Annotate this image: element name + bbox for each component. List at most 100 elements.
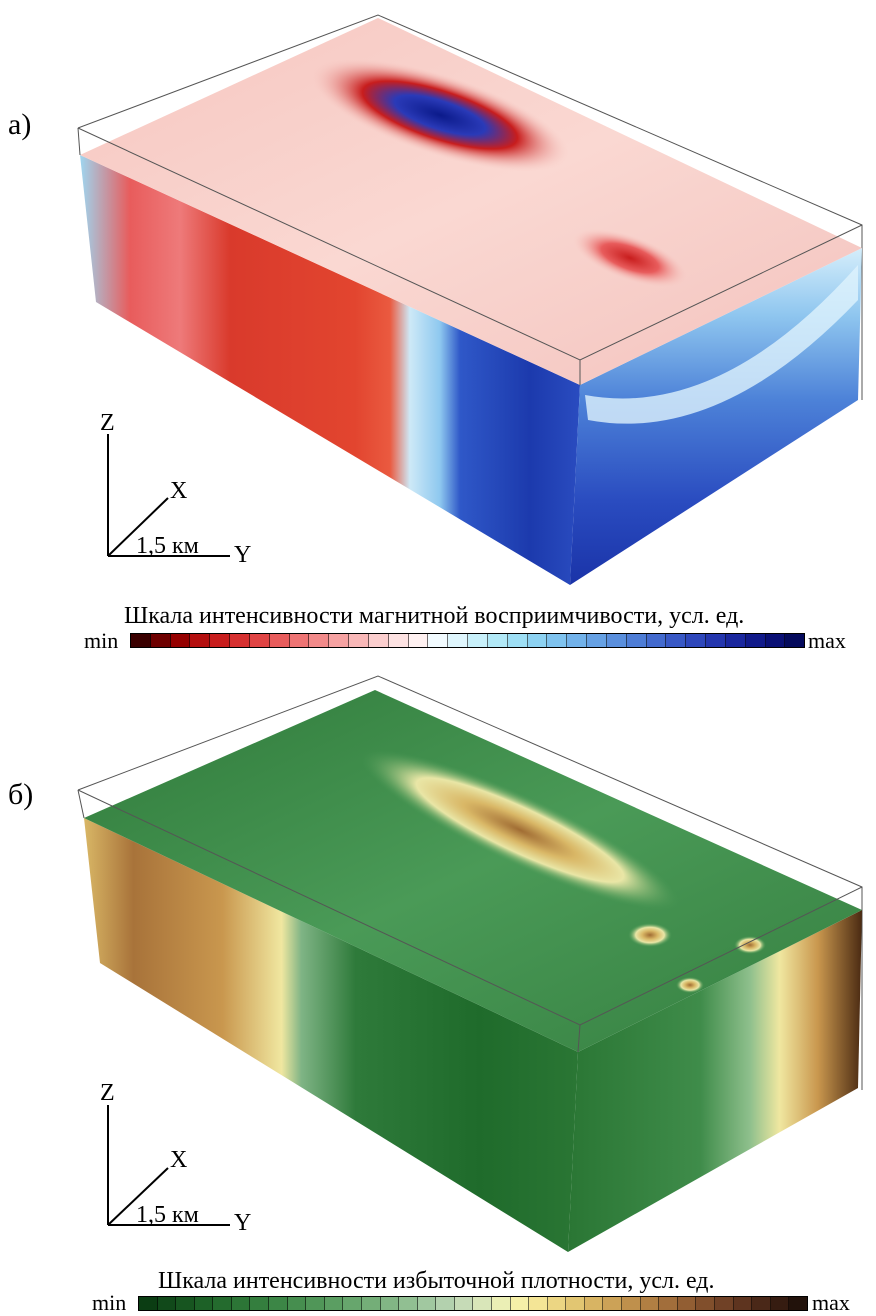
colorbar-cell-1	[150, 634, 171, 647]
magnetic-block-right-face-band	[585, 265, 858, 424]
colorbar-cell-18	[473, 1297, 492, 1310]
colorbar-cell-28	[686, 634, 707, 647]
colorbar-cell-17	[454, 1297, 474, 1310]
density-anomaly-small-2	[734, 936, 766, 954]
density-block-right-face	[568, 910, 862, 1252]
colorbar-cell-4	[213, 1297, 232, 1310]
colorbar-cell-8	[287, 1297, 307, 1310]
density-anomaly-small-3	[676, 977, 704, 993]
colorbar-cell-3	[194, 1297, 214, 1310]
colorbar-cell-12	[368, 634, 389, 647]
colorbar-cell-17	[468, 634, 488, 647]
axis-label-x: X	[170, 1147, 187, 1173]
colorbar-cell-25	[626, 634, 647, 647]
colorbar-cell-29	[677, 1297, 697, 1310]
colorbar-cell-30	[725, 634, 746, 647]
axis-label-x: X	[170, 478, 187, 504]
colorbar-cell-21	[547, 634, 568, 647]
density-anomaly-small-1	[628, 923, 672, 947]
colorbar-cell-6	[250, 1297, 270, 1310]
colorbar-cell-10	[329, 634, 350, 647]
colorbar-cell-23	[587, 634, 607, 647]
density-scale-max-label: max	[812, 1290, 850, 1315]
colorbar-cell-23	[566, 1297, 585, 1310]
colorbar-cell-8	[289, 634, 310, 647]
colorbar-cell-7	[269, 1297, 288, 1310]
colorbar-cell-31	[714, 1297, 734, 1310]
colorbar-cell-13	[388, 634, 409, 647]
panel-label-a: а)	[8, 108, 32, 141]
density-block-top-face	[84, 690, 862, 1052]
scale-length-label: 1,5 км	[136, 1202, 199, 1228]
colorbar-cell-7	[269, 634, 290, 647]
density-scale-title: Шкала интенсивности избыточной плотности…	[158, 1268, 715, 1294]
colorbar-cell-35	[789, 1297, 807, 1310]
axes-indicator-a: Z X Y 1,5 км	[100, 410, 251, 568]
colorbar-cell-11	[349, 634, 369, 647]
colorbar-cell-32	[765, 634, 786, 647]
density-block-left-face	[84, 818, 578, 1252]
density-anomaly-main	[360, 749, 680, 911]
colorbar-cell-22	[547, 1297, 567, 1310]
scale-length-label: 1,5 км	[136, 533, 199, 559]
colorbar-cell-24	[584, 1297, 604, 1310]
magnetic-scale-min-label: min	[84, 628, 119, 653]
axis-label-z: Z	[100, 1080, 115, 1106]
colorbar-cell-0	[131, 634, 151, 647]
colorbar-cell-15	[428, 634, 449, 647]
colorbar-cell-26	[622, 1297, 641, 1310]
colorbar-cell-18	[487, 634, 508, 647]
colorbar-cell-21	[529, 1297, 548, 1310]
magnetic-block-top-face	[80, 18, 862, 385]
colorbar-cell-33	[785, 634, 805, 647]
colorbar-cell-2	[176, 1297, 195, 1310]
colorbar-cell-19	[507, 634, 528, 647]
colorbar-cell-15	[417, 1297, 437, 1310]
colorbar-cell-24	[606, 634, 627, 647]
colorbar-cell-0	[139, 1297, 158, 1310]
magnetic-colorbar	[130, 633, 805, 648]
axis-label-y: Y	[234, 1210, 251, 1236]
colorbar-cell-3	[190, 634, 211, 647]
colorbar-cell-22	[567, 634, 588, 647]
magnetic-block-back-edges	[77, 14, 863, 400]
colorbar-cell-5	[231, 1297, 251, 1310]
colorbar-cell-11	[343, 1297, 362, 1310]
colorbar-cell-16	[436, 1297, 455, 1310]
axis-label-y: Y	[234, 542, 251, 568]
colorbar-cell-27	[666, 634, 687, 647]
colorbar-cell-9	[306, 1297, 325, 1310]
colorbar-cell-20	[510, 1297, 530, 1310]
density-block-model	[77, 675, 863, 1252]
density-scale-min-label: min	[92, 1290, 127, 1315]
density-colorbar	[138, 1296, 808, 1311]
panel-label-b: б)	[8, 778, 34, 811]
colorbar-cell-14	[399, 1297, 418, 1310]
colorbar-cell-4	[210, 634, 231, 647]
magnetic-block-model	[77, 14, 863, 585]
colorbar-cell-26	[646, 634, 667, 647]
axis-label-z: Z	[100, 410, 115, 436]
colorbar-cell-25	[603, 1297, 623, 1310]
density-block-back-edges	[77, 675, 863, 1090]
colorbar-cell-1	[157, 1297, 177, 1310]
colorbar-cell-14	[408, 634, 429, 647]
axes-indicator-b: Z X Y 1,5 км	[100, 1080, 251, 1236]
colorbar-cell-33	[752, 1297, 771, 1310]
colorbar-cell-34	[770, 1297, 790, 1310]
colorbar-cell-16	[448, 634, 469, 647]
colorbar-cell-10	[324, 1297, 344, 1310]
magnetic-anomaly-main	[311, 58, 569, 172]
colorbar-cell-32	[733, 1297, 753, 1310]
colorbar-cell-12	[361, 1297, 381, 1310]
magnetic-block-left-face	[80, 155, 580, 585]
colorbar-cell-30	[696, 1297, 715, 1310]
colorbar-cell-2	[170, 634, 191, 647]
colorbar-cell-9	[309, 634, 330, 647]
colorbar-cell-5	[230, 634, 250, 647]
colorbar-cell-27	[640, 1297, 660, 1310]
colorbar-cell-31	[745, 634, 766, 647]
magnetic-scale-max-label: max	[808, 628, 846, 653]
colorbar-cell-29	[706, 634, 726, 647]
